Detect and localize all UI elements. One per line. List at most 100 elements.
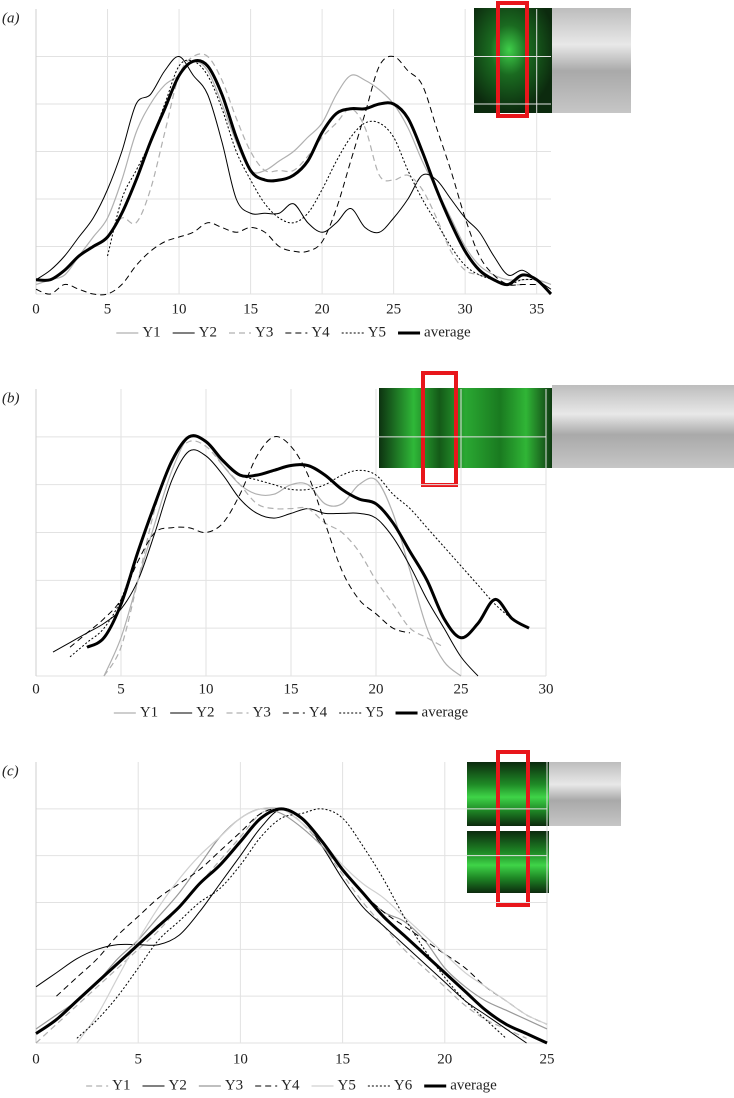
- series-line: [76, 806, 548, 1044]
- legend-label: Y3: [255, 324, 273, 340]
- legend-label: Y1: [140, 704, 158, 720]
- legend: Y1 Y2 Y3 Y4 Y5 average: [113, 704, 469, 720]
- x-tick-label: 25: [454, 681, 469, 697]
- legend: Y1 Y2 Y3 Y4 Y5 average: [116, 324, 471, 340]
- legend-label: Y5: [338, 1077, 356, 1093]
- legend-label: average: [450, 1077, 497, 1093]
- series-line: [56, 808, 548, 1025]
- fluorescence-image: [474, 8, 552, 113]
- legend-item: Y6: [367, 1077, 413, 1093]
- legend-item: Y1: [86, 1077, 130, 1093]
- legend-label: average: [424, 324, 471, 340]
- legend-item: Y2: [172, 324, 217, 340]
- series-line: [35, 59, 553, 296]
- legend-item: average: [424, 1077, 497, 1093]
- legend-label: Y1: [142, 324, 160, 340]
- legend-item: Y5: [311, 1077, 356, 1093]
- x-tick-label: 15: [335, 1051, 350, 1067]
- legend-item: average: [395, 704, 469, 720]
- panel-label: (b): [2, 390, 20, 406]
- legend-item: Y4: [255, 1077, 300, 1093]
- x-tick-label: 5: [134, 1051, 142, 1067]
- brightfield-image: [552, 385, 734, 468]
- fluorescence-image: [467, 762, 549, 826]
- x-tick-label: 10: [172, 301, 187, 317]
- x-tick-label: 35: [529, 301, 544, 317]
- x-tick-label: 0: [32, 681, 40, 697]
- inset-a: [474, 1, 631, 118]
- legend-label: Y3: [253, 704, 271, 720]
- legend-label: Y6: [394, 1077, 413, 1093]
- x-tick-label: 15: [284, 681, 299, 697]
- inset-c: [467, 750, 621, 907]
- series-line: [35, 807, 548, 1045]
- x-tick-label: 20: [369, 681, 384, 697]
- x-tick-label: 20: [437, 1051, 452, 1067]
- selection-box: [496, 750, 530, 907]
- legend-item: Y5: [339, 704, 384, 720]
- x-tick-label: 30: [539, 681, 554, 697]
- legend-label: Y3: [225, 1077, 243, 1093]
- legend-item: Y2: [142, 1077, 187, 1093]
- selection-box: [496, 1, 529, 118]
- x-tick-label: 5: [117, 681, 125, 697]
- x-tick-label: 20: [315, 301, 330, 317]
- x-tick-label: 25: [386, 301, 401, 317]
- legend-label: Y4: [311, 324, 330, 340]
- series-line: [35, 808, 527, 1044]
- legend-item: Y2: [170, 704, 215, 720]
- legend: Y1 Y2 Y3 Y4 Y5 Y6 average: [86, 1077, 497, 1093]
- legend-label: Y2: [199, 324, 217, 340]
- fluorescence-image: [467, 831, 549, 893]
- x-tick-label: 15: [243, 301, 258, 317]
- series-line: [107, 59, 537, 285]
- legend-label: Y4: [309, 704, 328, 720]
- legend-item: Y4: [285, 324, 330, 340]
- legend-label: Y1: [112, 1077, 130, 1093]
- brightfield-image: [552, 8, 631, 113]
- legend-item: average: [398, 324, 471, 340]
- legend-label: Y2: [168, 1077, 186, 1093]
- x-tick-label: 30: [458, 301, 473, 317]
- legend-label: Y5: [368, 324, 386, 340]
- x-tick-label: 0: [32, 301, 40, 317]
- panel-label: (c): [2, 763, 19, 779]
- series-line: [35, 807, 527, 1044]
- x-tick-label: 10: [233, 1051, 248, 1067]
- series-line: [35, 55, 537, 296]
- legend-label: Y5: [365, 704, 383, 720]
- x-tick-label: 5: [104, 301, 112, 317]
- legend-item: Y1: [116, 324, 161, 340]
- legend-item: Y1: [113, 704, 158, 720]
- brightfield-image: [549, 762, 621, 826]
- chart: (a) 0 5 10 15 20 25 30 35 Y1 Y2 Y3 Y4 Y5 average: [2, 9, 553, 340]
- series-line: [69, 435, 530, 658]
- legend-item: Y4: [282, 704, 328, 720]
- x-tick-label: 25: [540, 1051, 555, 1067]
- series-line: [35, 808, 548, 1030]
- chart: (c) 0 5 10 15 20 25 Y1 Y2 Y3 Y4 Y5 Y6 average: [2, 762, 555, 1093]
- legend-item: Y3: [229, 324, 273, 340]
- legend-item: Y3: [198, 1077, 243, 1093]
- series-line: [52, 449, 479, 677]
- series-line: [103, 440, 445, 677]
- series-line: [35, 60, 552, 286]
- inset-b: [379, 371, 734, 487]
- panel-label: (a): [2, 10, 20, 26]
- fluorescence-image: [379, 388, 552, 468]
- x-tick-label: 0: [32, 1051, 40, 1067]
- chart: (b) 0 5 10 15 20 25 30 Y1 Y2 Y3 Y4 Y5 average: [2, 389, 554, 720]
- series-line: [76, 808, 507, 1039]
- series-line: [107, 53, 523, 286]
- legend-item: Y5: [341, 324, 386, 340]
- legend-label: Y2: [196, 704, 214, 720]
- x-tick-label: 10: [199, 681, 214, 697]
- series-line: [86, 434, 530, 649]
- legend-label: average: [422, 704, 469, 720]
- series-line: [35, 55, 552, 290]
- legend-item: Y3: [226, 704, 271, 720]
- legend-label: Y4: [281, 1077, 300, 1093]
- series-line: [103, 434, 462, 677]
